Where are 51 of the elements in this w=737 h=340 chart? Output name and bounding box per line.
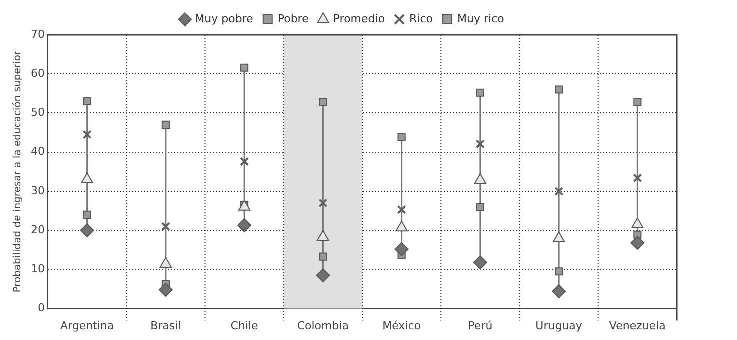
point	[630, 236, 645, 250]
point	[476, 88, 484, 97]
point	[80, 224, 94, 238]
point	[554, 186, 564, 196]
point	[162, 120, 170, 129]
legend-label: Promedio	[333, 12, 386, 26]
x-tick-label: Argentina	[60, 319, 114, 332]
point	[83, 210, 92, 219]
y-tick-label: 50	[30, 106, 45, 120]
legend-label: Muy pobre	[195, 12, 254, 26]
point	[83, 97, 92, 106]
point	[240, 157, 250, 166]
point	[158, 283, 173, 298]
point	[398, 133, 406, 142]
y-tick-label: 60	[30, 66, 45, 80]
x-tick-label: Brasil	[150, 319, 182, 332]
point	[238, 218, 252, 232]
point	[397, 205, 406, 214]
x-tick-label: Uruguay	[536, 319, 583, 332]
point	[633, 174, 642, 183]
legend-label: Rico	[410, 12, 434, 26]
y-tick-label: 10	[30, 262, 45, 276]
x-tick-label: Chile	[230, 319, 259, 332]
y-tick-label: 30	[30, 184, 45, 198]
y-tick-label: 0	[38, 302, 45, 315]
point	[634, 98, 642, 106]
legend-label: Muy rico	[458, 12, 505, 26]
y-axis-title: Probabilidad de ingresar a la educación superior	[12, 50, 24, 293]
y-tick-label: 70	[30, 28, 45, 41]
point	[394, 242, 409, 256]
point	[161, 222, 170, 232]
legend-label: Pobre	[278, 12, 310, 26]
point	[474, 174, 487, 184]
x-tick-label: Perú	[468, 319, 493, 332]
point	[552, 284, 566, 299]
x-tick-label: Venezuela	[609, 319, 666, 332]
point	[555, 86, 564, 94]
y-tick-label: 20	[30, 223, 45, 236]
point	[319, 252, 328, 261]
point	[82, 130, 92, 140]
point	[240, 64, 249, 72]
point	[555, 268, 564, 276]
y-tick-label: 40	[30, 145, 45, 158]
point	[316, 268, 330, 283]
point	[476, 140, 485, 149]
x-tick-label: Colombia	[297, 319, 350, 332]
point	[318, 198, 328, 208]
point	[319, 98, 328, 106]
point	[473, 256, 488, 270]
x-tick-label: México	[382, 319, 422, 332]
point	[476, 203, 484, 212]
